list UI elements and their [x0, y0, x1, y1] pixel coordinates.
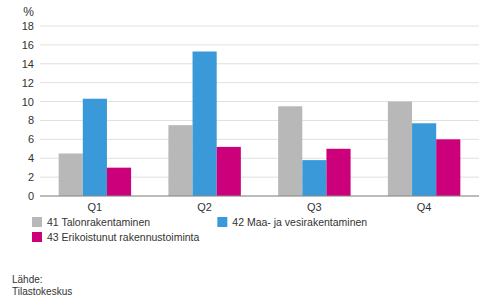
legend-item: 42 Maa- ja vesirakentaminen — [217, 216, 367, 228]
bar — [326, 149, 350, 196]
bar — [436, 139, 460, 196]
bar — [193, 52, 217, 197]
grid-line — [40, 82, 479, 83]
legend-item: 41 Talonrakentaminen — [32, 216, 150, 228]
bar — [107, 168, 131, 196]
y-tick-label: 12 — [22, 77, 34, 89]
bar — [217, 147, 241, 196]
y-tick-label: 10 — [22, 96, 34, 108]
legend-swatch — [217, 217, 227, 227]
grid-line — [40, 26, 479, 27]
y-tick-label: 2 — [28, 171, 34, 183]
bar — [278, 106, 302, 196]
x-axis-line — [40, 196, 479, 197]
y-tick-label: 14 — [22, 58, 34, 70]
legend-label: 42 Maa- ja vesirakentaminen — [232, 216, 367, 228]
legend-label: 41 Talonrakentaminen — [47, 216, 150, 228]
x-tick-label: Q2 — [197, 201, 212, 213]
bars — [59, 52, 461, 197]
bar — [59, 154, 83, 197]
y-tick-label: 0 — [28, 190, 34, 202]
legend: 41 Talonrakentaminen 42 Maa- ja vesiraken… — [32, 216, 367, 243]
chart-container: 0 2 4 6 8 10 12 14 16 18% Q1 Q2 Q3 Q4 41 Talonrakentam… — [0, 0, 491, 303]
bar — [302, 160, 326, 196]
y-tick-label: 16 — [22, 39, 34, 51]
grid-line — [40, 63, 479, 64]
bar — [83, 99, 107, 196]
legend-swatch — [32, 232, 42, 242]
grid-line — [40, 44, 479, 45]
y-tick-label: 6 — [28, 133, 34, 145]
legend-label: 43 Erikoistunut rakennustoiminta — [47, 231, 199, 243]
y-axis-label: % — [23, 5, 34, 19]
y-tick-label: 18 — [22, 20, 34, 32]
grid — [40, 26, 479, 196]
legend-swatch — [32, 217, 42, 227]
source-text: Lähde:Tilastokeskus — [12, 274, 72, 297]
legend-item: 43 Erikoistunut rakennustoiminta — [32, 231, 199, 243]
bar — [388, 102, 412, 196]
grid-line — [40, 196, 479, 197]
x-tick-label: Q4 — [417, 201, 432, 213]
y-tick-label: 4 — [28, 152, 34, 164]
chart-svg: 0 2 4 6 8 10 12 14 16 18% Q1 Q2 Q3 Q4 41 Talonrakentam… — [0, 0, 491, 303]
x-tick-label: Q3 — [307, 201, 322, 213]
y-tick-label: 8 — [28, 114, 34, 126]
x-tick-label: Q1 — [88, 201, 103, 213]
bar — [412, 123, 436, 196]
bar — [168, 125, 192, 196]
